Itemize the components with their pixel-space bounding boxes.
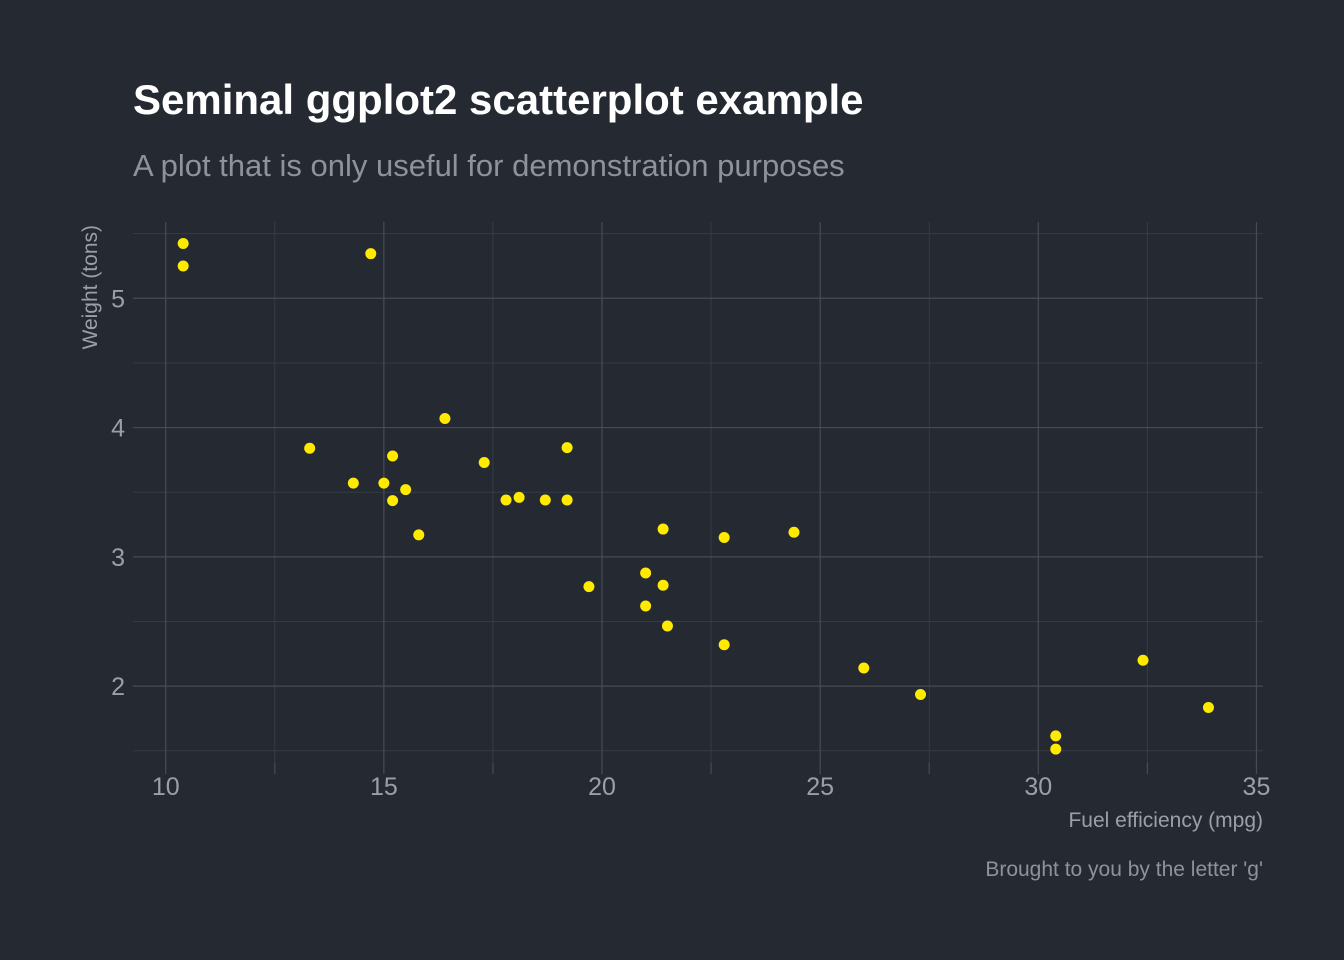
data-point (539, 494, 551, 506)
data-point (347, 477, 359, 489)
data-point (387, 450, 399, 462)
x-tick-label: 25 (806, 773, 834, 801)
x-tick-label: 20 (588, 773, 616, 801)
data-point (718, 639, 730, 651)
y-tick-label: 2 (111, 673, 125, 701)
data-point (1050, 743, 1062, 755)
axis-ticks (165, 763, 1258, 774)
y-tick-label: 3 (111, 544, 125, 572)
x-axis-title: Fuel efficiency (mpg) (1068, 809, 1263, 832)
data-point (640, 567, 652, 579)
data-point (561, 442, 573, 454)
data-point (661, 620, 673, 632)
data-point (561, 494, 573, 506)
data-points (177, 237, 1214, 755)
data-point (1050, 730, 1062, 742)
data-point (718, 531, 730, 543)
x-tick-label: 10 (152, 773, 180, 801)
data-point (400, 484, 412, 496)
data-point (177, 237, 189, 249)
x-tick-label: 35 (1243, 773, 1271, 801)
chart-caption: Brought to you by the letter 'g' (985, 858, 1263, 881)
data-point (583, 581, 595, 593)
data-point (915, 689, 927, 701)
data-point (788, 526, 800, 538)
data-point (513, 491, 525, 503)
data-point (304, 442, 316, 454)
x-tick-label: 15 (370, 773, 398, 801)
data-point (1202, 701, 1214, 713)
chart-subtitle: A plot that is only useful for demonstra… (133, 148, 845, 183)
data-point (657, 523, 669, 535)
data-point (378, 477, 390, 489)
data-point (365, 248, 377, 260)
y-tick-label: 5 (111, 285, 125, 313)
data-point (500, 494, 512, 506)
data-point (657, 579, 669, 591)
grid (133, 222, 1263, 765)
tick-labels: 10 15 20 25 30 35 2 3 4 5 (111, 285, 1270, 801)
data-point (858, 662, 870, 674)
data-point (478, 456, 490, 468)
data-point (177, 260, 189, 272)
data-point (439, 413, 451, 425)
data-point (640, 600, 652, 612)
data-point (1137, 654, 1149, 666)
data-point (387, 495, 399, 507)
data-point (413, 529, 425, 541)
y-tick-label: 4 (111, 415, 125, 443)
chart-title: Seminal ggplot2 scatterplot example (133, 76, 864, 123)
x-tick-label: 30 (1024, 773, 1052, 801)
y-axis-title: Weight (tons) (79, 225, 102, 350)
